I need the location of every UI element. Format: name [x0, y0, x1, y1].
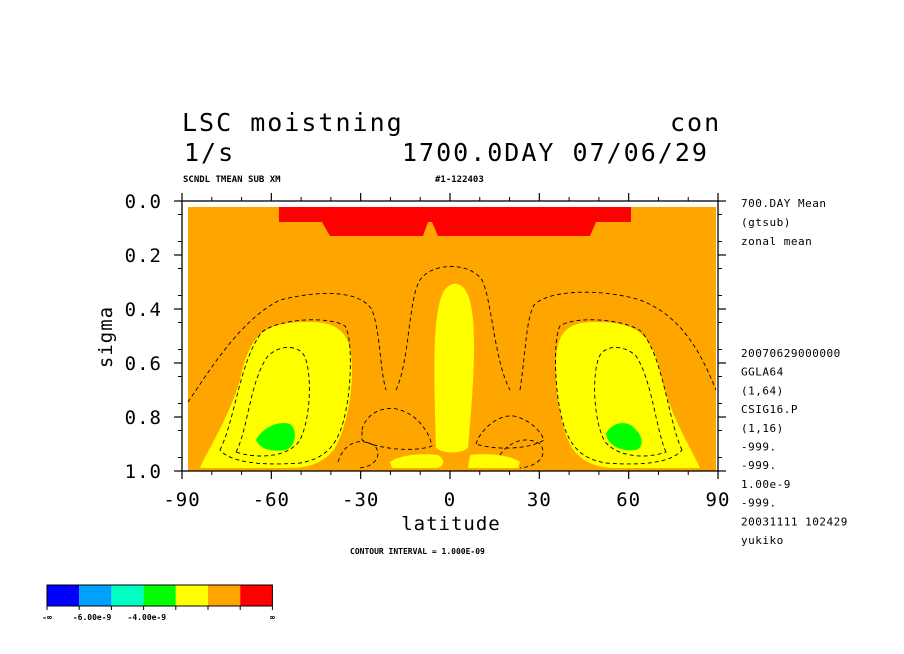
x-tick-label: 60	[616, 489, 641, 511]
yellow-right-lobe-region	[556, 322, 700, 468]
upper-red-band-region	[279, 207, 631, 236]
yellow-center-column-region	[434, 283, 475, 453]
subtitle: SCNDL TMEAN SUB XM	[183, 175, 281, 185]
contour-line-low-left-small	[337, 441, 379, 469]
colorbar-frame	[46, 584, 273, 607]
x-tick-label: -30	[342, 489, 379, 511]
chart-type-tag: con	[670, 108, 721, 137]
side-info-line: (gtsub)	[741, 216, 791, 229]
y-tick-label: 0.2	[125, 245, 162, 267]
yellow-low-strip-right	[468, 454, 520, 468]
x-tick-label: -60	[253, 489, 290, 511]
y-axis-label: sigma	[95, 306, 117, 368]
x-tick-label: 90	[706, 489, 731, 511]
colorbar-label: -6.00e-9	[73, 613, 112, 622]
side-info-line: yukiko	[741, 534, 784, 547]
yellow-low-strip-left	[390, 454, 444, 468]
side-info-line: zonal mean	[741, 235, 812, 248]
colorbar: -∞ -6.00e-9 -4.00e-9 ∞	[42, 584, 275, 622]
side-info-line: -999.	[741, 497, 777, 510]
contour-line-low-right	[475, 415, 545, 449]
colorbar-label: -4.00e-9	[128, 613, 167, 622]
colorbar-swatch	[143, 585, 176, 606]
green-right-core-region	[606, 423, 642, 451]
x-tick-label: 30	[527, 489, 552, 511]
y-tick-label: 0.0	[125, 191, 162, 213]
side-info-line: 20031111 102429	[741, 515, 848, 528]
side-info-line: (1,64)	[741, 384, 784, 397]
contour-line-left-inner	[219, 319, 351, 465]
colorbar-swatch	[111, 585, 144, 606]
side-info-line: 1.00e-9	[741, 478, 791, 491]
colorbar-label: ∞	[270, 613, 275, 622]
units-label: 1/s	[184, 138, 235, 167]
side-info-line: -999.	[741, 459, 777, 472]
side-info-line: CSIG16.P	[741, 403, 798, 416]
x-axis: -90 -60 -30 0 30 60 90	[163, 193, 731, 511]
side-info-bottom: 20070629000000 GGLA64 (1,64) CSIG16.P (1,16)…	[741, 347, 848, 547]
colorbar-swatch	[175, 585, 208, 606]
chart-title: LSC moistning	[182, 108, 404, 137]
x-axis-label: latitude	[401, 513, 501, 535]
x-tick-label: 0	[444, 489, 456, 511]
colorbar-swatch	[47, 585, 80, 606]
run-id: #1-122403	[435, 175, 484, 185]
green-left-core-region	[256, 422, 295, 451]
time-label: 1700.0DAY 07/06/29	[402, 138, 709, 167]
yellow-left-lobe-region	[200, 322, 352, 468]
contour-interval-label: CONTOUR INTERVAL = 1.000E-09	[350, 547, 485, 556]
side-info-line: 700.DAY Mean	[741, 197, 826, 210]
y-tick-label: 0.8	[125, 407, 162, 429]
y-tick-label: 0.6	[125, 353, 162, 375]
contour-line-low-right-small	[499, 439, 544, 469]
plot-area	[187, 207, 717, 471]
colorbar-swatch	[208, 585, 241, 606]
x-tick-label: -90	[163, 489, 200, 511]
colorbar-label: -∞	[42, 613, 52, 622]
contour-line-right-outer	[519, 291, 717, 391]
side-info-line: (1,16)	[741, 422, 784, 435]
contour-line-right-inner	[555, 319, 683, 465]
side-info-line: -999.	[741, 441, 777, 454]
contour-line-left-core	[235, 347, 310, 457]
side-info-line: GGLA64	[741, 366, 784, 379]
colorbar-swatch	[79, 585, 112, 606]
y-tick-label: 0.4	[125, 299, 162, 321]
y-tick-label: 1.0	[125, 461, 162, 483]
y-axis: 0.0 0.2 0.4 0.6 0.8 1.0	[125, 191, 726, 483]
contour-line-low-left	[361, 408, 433, 450]
side-info-top: 700.DAY Mean (gtsub) zonal mean	[741, 197, 826, 248]
contour-line-center-outer	[395, 266, 511, 391]
side-info-line: 20070629000000	[741, 347, 841, 360]
colorbar-swatch	[240, 585, 273, 606]
